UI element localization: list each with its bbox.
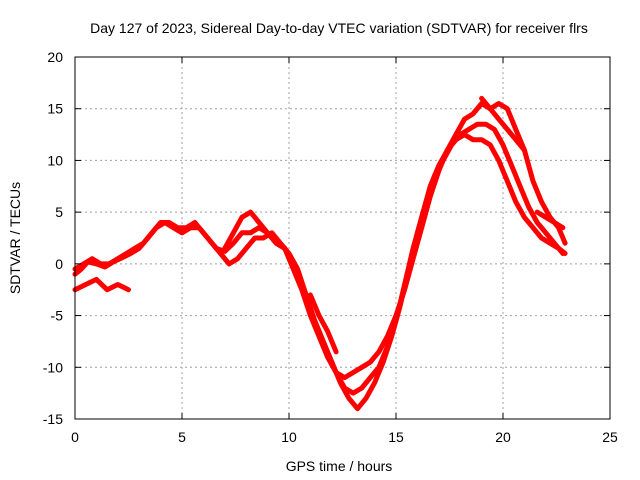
chart-title: Day 127 of 2023, Sidereal Day-to-day VTE…	[90, 20, 588, 36]
y-tick-label: -10	[43, 359, 63, 375]
ticks: 0 5 10 15 20 25 -15 -10 -5 0 5 10 15 20	[43, 49, 618, 445]
series-line-trace-e	[307, 292, 339, 355]
series-line-trace-d	[72, 276, 131, 293]
y-tick-label: 15	[47, 101, 63, 117]
series-line-trace-f	[479, 95, 527, 153]
plot-frame	[74, 56, 611, 420]
y-tick-label: -15	[43, 411, 63, 427]
grid	[75, 57, 610, 419]
x-tick-label: 15	[388, 429, 404, 445]
y-tick-label: 5	[55, 204, 63, 220]
y-tick-label: 10	[47, 152, 63, 168]
x-tick-label: 5	[178, 429, 186, 445]
y-axis-label: SDTVAR / TECUs	[7, 182, 23, 294]
x-tick-label: 25	[602, 429, 618, 445]
y-tick-label: -5	[51, 308, 64, 324]
series-line-trace-b	[72, 121, 566, 412]
y-tick-label: 0	[55, 256, 63, 272]
series-line-trace-c	[222, 101, 568, 381]
series-line-trace-g	[534, 209, 566, 231]
x-tick-label: 20	[495, 429, 511, 445]
x-tick-label: 10	[281, 429, 297, 445]
x-tick-label: 0	[71, 429, 79, 445]
y-tick-label: 20	[47, 49, 63, 65]
x-axis-label: GPS time / hours	[286, 458, 393, 474]
series-group	[72, 95, 568, 412]
